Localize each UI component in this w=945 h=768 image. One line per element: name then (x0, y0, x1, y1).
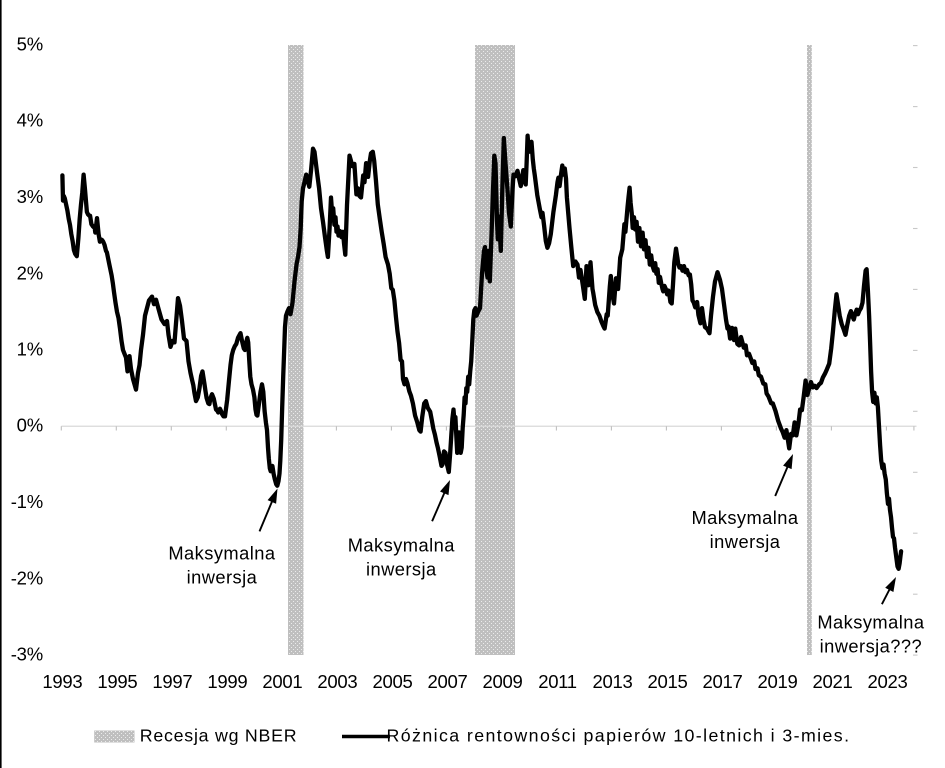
svg-text:-1%: -1% (11, 491, 43, 512)
svg-text:-3%: -3% (11, 644, 43, 665)
svg-text:Różnica rentowności papierów 1: Różnica rentowności papierów 10-letnich … (387, 726, 851, 746)
svg-text:2009: 2009 (483, 671, 523, 692)
svg-text:2%: 2% (17, 262, 43, 283)
svg-text:1997: 1997 (152, 671, 192, 692)
svg-text:3%: 3% (17, 186, 43, 207)
svg-text:2019: 2019 (758, 671, 798, 692)
svg-text:2015: 2015 (648, 671, 688, 692)
svg-text:Maksymalna: Maksymalna (691, 507, 798, 528)
svg-text:1995: 1995 (97, 671, 137, 692)
svg-text:2013: 2013 (593, 671, 633, 692)
svg-text:-2%: -2% (11, 567, 43, 588)
svg-text:Maksymalna: Maksymalna (168, 542, 275, 563)
svg-text:1993: 1993 (42, 671, 82, 692)
svg-text:inwersja???: inwersja??? (820, 635, 923, 656)
svg-text:Recesja wg NBER: Recesja wg NBER (140, 726, 298, 746)
svg-text:2017: 2017 (703, 671, 743, 692)
svg-text:4%: 4% (17, 110, 43, 131)
svg-text:inwersja: inwersja (710, 531, 781, 552)
svg-text:Maksymalna: Maksymalna (817, 612, 924, 633)
svg-text:2001: 2001 (262, 671, 302, 692)
svg-text:0%: 0% (17, 415, 43, 436)
svg-text:5%: 5% (17, 34, 43, 55)
svg-text:inwersja: inwersja (366, 558, 437, 579)
svg-text:1%: 1% (17, 339, 43, 360)
svg-text:1999: 1999 (207, 671, 247, 692)
svg-text:2007: 2007 (428, 671, 468, 692)
svg-text:2021: 2021 (813, 671, 853, 692)
svg-text:2011: 2011 (538, 671, 577, 692)
svg-text:inwersja: inwersja (187, 566, 258, 587)
svg-text:2023: 2023 (868, 671, 908, 692)
svg-text:Maksymalna: Maksymalna (348, 534, 455, 555)
svg-text:2003: 2003 (317, 671, 357, 692)
svg-text:2005: 2005 (373, 671, 413, 692)
